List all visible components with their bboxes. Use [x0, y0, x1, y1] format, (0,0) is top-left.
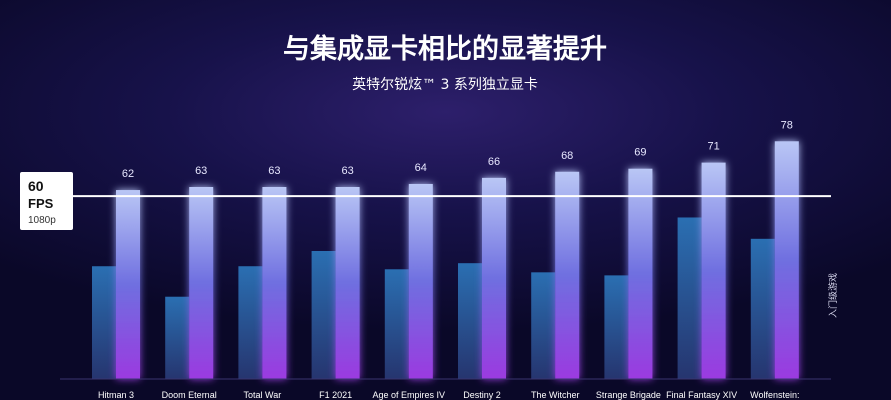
category-label: Total War	[244, 390, 282, 400]
value-label: 64	[415, 162, 427, 174]
category-label: Strange Brigade	[596, 390, 661, 400]
value-label: 68	[561, 150, 573, 162]
bar	[335, 187, 360, 379]
bar	[604, 275, 629, 379]
bar	[458, 263, 482, 379]
bar	[482, 177, 506, 379]
bar	[116, 190, 140, 379]
bar	[384, 269, 409, 379]
category-label: Final Fantasy XIV	[666, 390, 737, 400]
bar	[677, 217, 702, 379]
fps-badge	[20, 172, 73, 230]
fps-unit: FPS	[28, 196, 54, 211]
category-label: F1 2021	[319, 390, 352, 400]
value-label: 71	[707, 141, 719, 153]
bar	[701, 162, 726, 379]
category-label: The Witcher	[531, 390, 580, 400]
chart-title: 与集成显卡相比的显著提升	[283, 33, 607, 65]
value-label-group: 62 Hitman 3 63 Doom Eternal 63 Total War 63 F1 …	[98, 119, 799, 400]
bar	[92, 266, 116, 379]
bar	[750, 238, 775, 379]
bar	[262, 187, 287, 379]
value-label: 63	[341, 165, 353, 177]
fps-value: 60	[28, 178, 44, 194]
bar	[774, 141, 799, 379]
category-label: Age of Empires IV	[373, 390, 446, 400]
category-label: Destiny 2	[463, 390, 501, 400]
bar	[408, 183, 433, 379]
side-label: 入门级游戏	[827, 273, 839, 318]
category-label: Doom Eternal	[162, 390, 217, 400]
bar	[189, 187, 214, 379]
value-label: 78	[781, 119, 793, 131]
fps-resolution: 1080p	[28, 215, 56, 226]
value-label: 66	[488, 156, 500, 168]
category-label: Hitman 3	[98, 390, 134, 400]
value-label: 63	[268, 165, 280, 177]
category-label: Wolfenstein:	[750, 390, 799, 400]
value-label: 62	[122, 168, 134, 180]
bar-group	[92, 141, 799, 379]
bar	[531, 272, 556, 379]
value-label: 63	[195, 165, 207, 177]
bar	[311, 251, 336, 379]
bar	[165, 296, 190, 379]
bar	[238, 266, 263, 379]
chart-subtitle: 英特尔锐炫™ 3 系列独立显卡	[352, 76, 538, 93]
bar	[555, 171, 580, 379]
bar	[628, 168, 653, 379]
value-label: 69	[634, 147, 646, 159]
